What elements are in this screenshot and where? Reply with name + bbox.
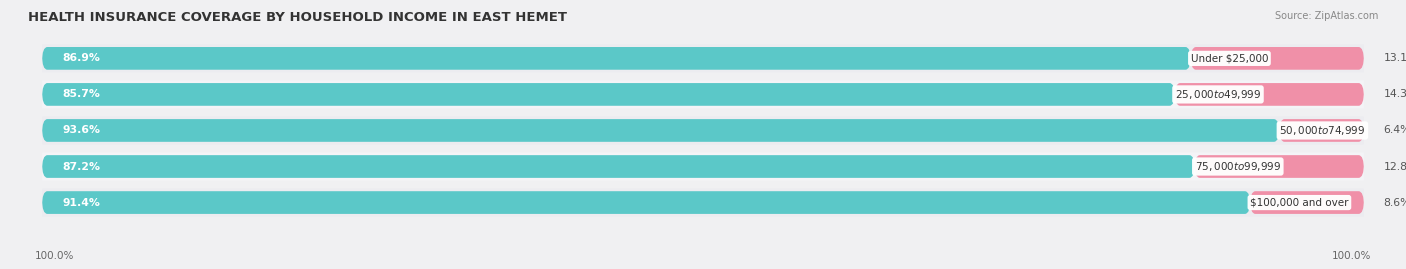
FancyBboxPatch shape	[1250, 191, 1364, 214]
Text: 85.7%: 85.7%	[62, 89, 100, 100]
FancyBboxPatch shape	[42, 119, 1279, 142]
Text: 14.3%: 14.3%	[1384, 89, 1406, 100]
FancyBboxPatch shape	[42, 153, 1364, 180]
FancyBboxPatch shape	[42, 80, 1364, 108]
FancyBboxPatch shape	[1175, 83, 1364, 106]
Text: Source: ZipAtlas.com: Source: ZipAtlas.com	[1274, 11, 1378, 21]
Text: 6.4%: 6.4%	[1384, 125, 1406, 136]
FancyBboxPatch shape	[42, 189, 1364, 217]
Text: 8.6%: 8.6%	[1384, 197, 1406, 208]
FancyBboxPatch shape	[42, 44, 1364, 72]
FancyBboxPatch shape	[1279, 119, 1364, 142]
FancyBboxPatch shape	[42, 83, 1175, 106]
Text: 13.1%: 13.1%	[1384, 53, 1406, 63]
Text: 100.0%: 100.0%	[1331, 251, 1371, 261]
Text: 86.9%: 86.9%	[62, 53, 100, 63]
Text: 87.2%: 87.2%	[62, 161, 100, 172]
FancyBboxPatch shape	[42, 47, 1191, 70]
Text: 91.4%: 91.4%	[62, 197, 100, 208]
FancyBboxPatch shape	[42, 191, 1250, 214]
Text: $75,000 to $99,999: $75,000 to $99,999	[1195, 160, 1281, 173]
Text: 100.0%: 100.0%	[35, 251, 75, 261]
Text: $100,000 and over: $100,000 and over	[1250, 197, 1348, 208]
FancyBboxPatch shape	[42, 155, 1195, 178]
Text: 12.8%: 12.8%	[1384, 161, 1406, 172]
FancyBboxPatch shape	[42, 116, 1364, 144]
FancyBboxPatch shape	[1191, 47, 1364, 70]
Text: Under $25,000: Under $25,000	[1191, 53, 1268, 63]
FancyBboxPatch shape	[1195, 155, 1364, 178]
Text: 93.6%: 93.6%	[62, 125, 100, 136]
Text: $50,000 to $74,999: $50,000 to $74,999	[1279, 124, 1365, 137]
Text: HEALTH INSURANCE COVERAGE BY HOUSEHOLD INCOME IN EAST HEMET: HEALTH INSURANCE COVERAGE BY HOUSEHOLD I…	[28, 11, 567, 24]
Text: $25,000 to $49,999: $25,000 to $49,999	[1175, 88, 1261, 101]
